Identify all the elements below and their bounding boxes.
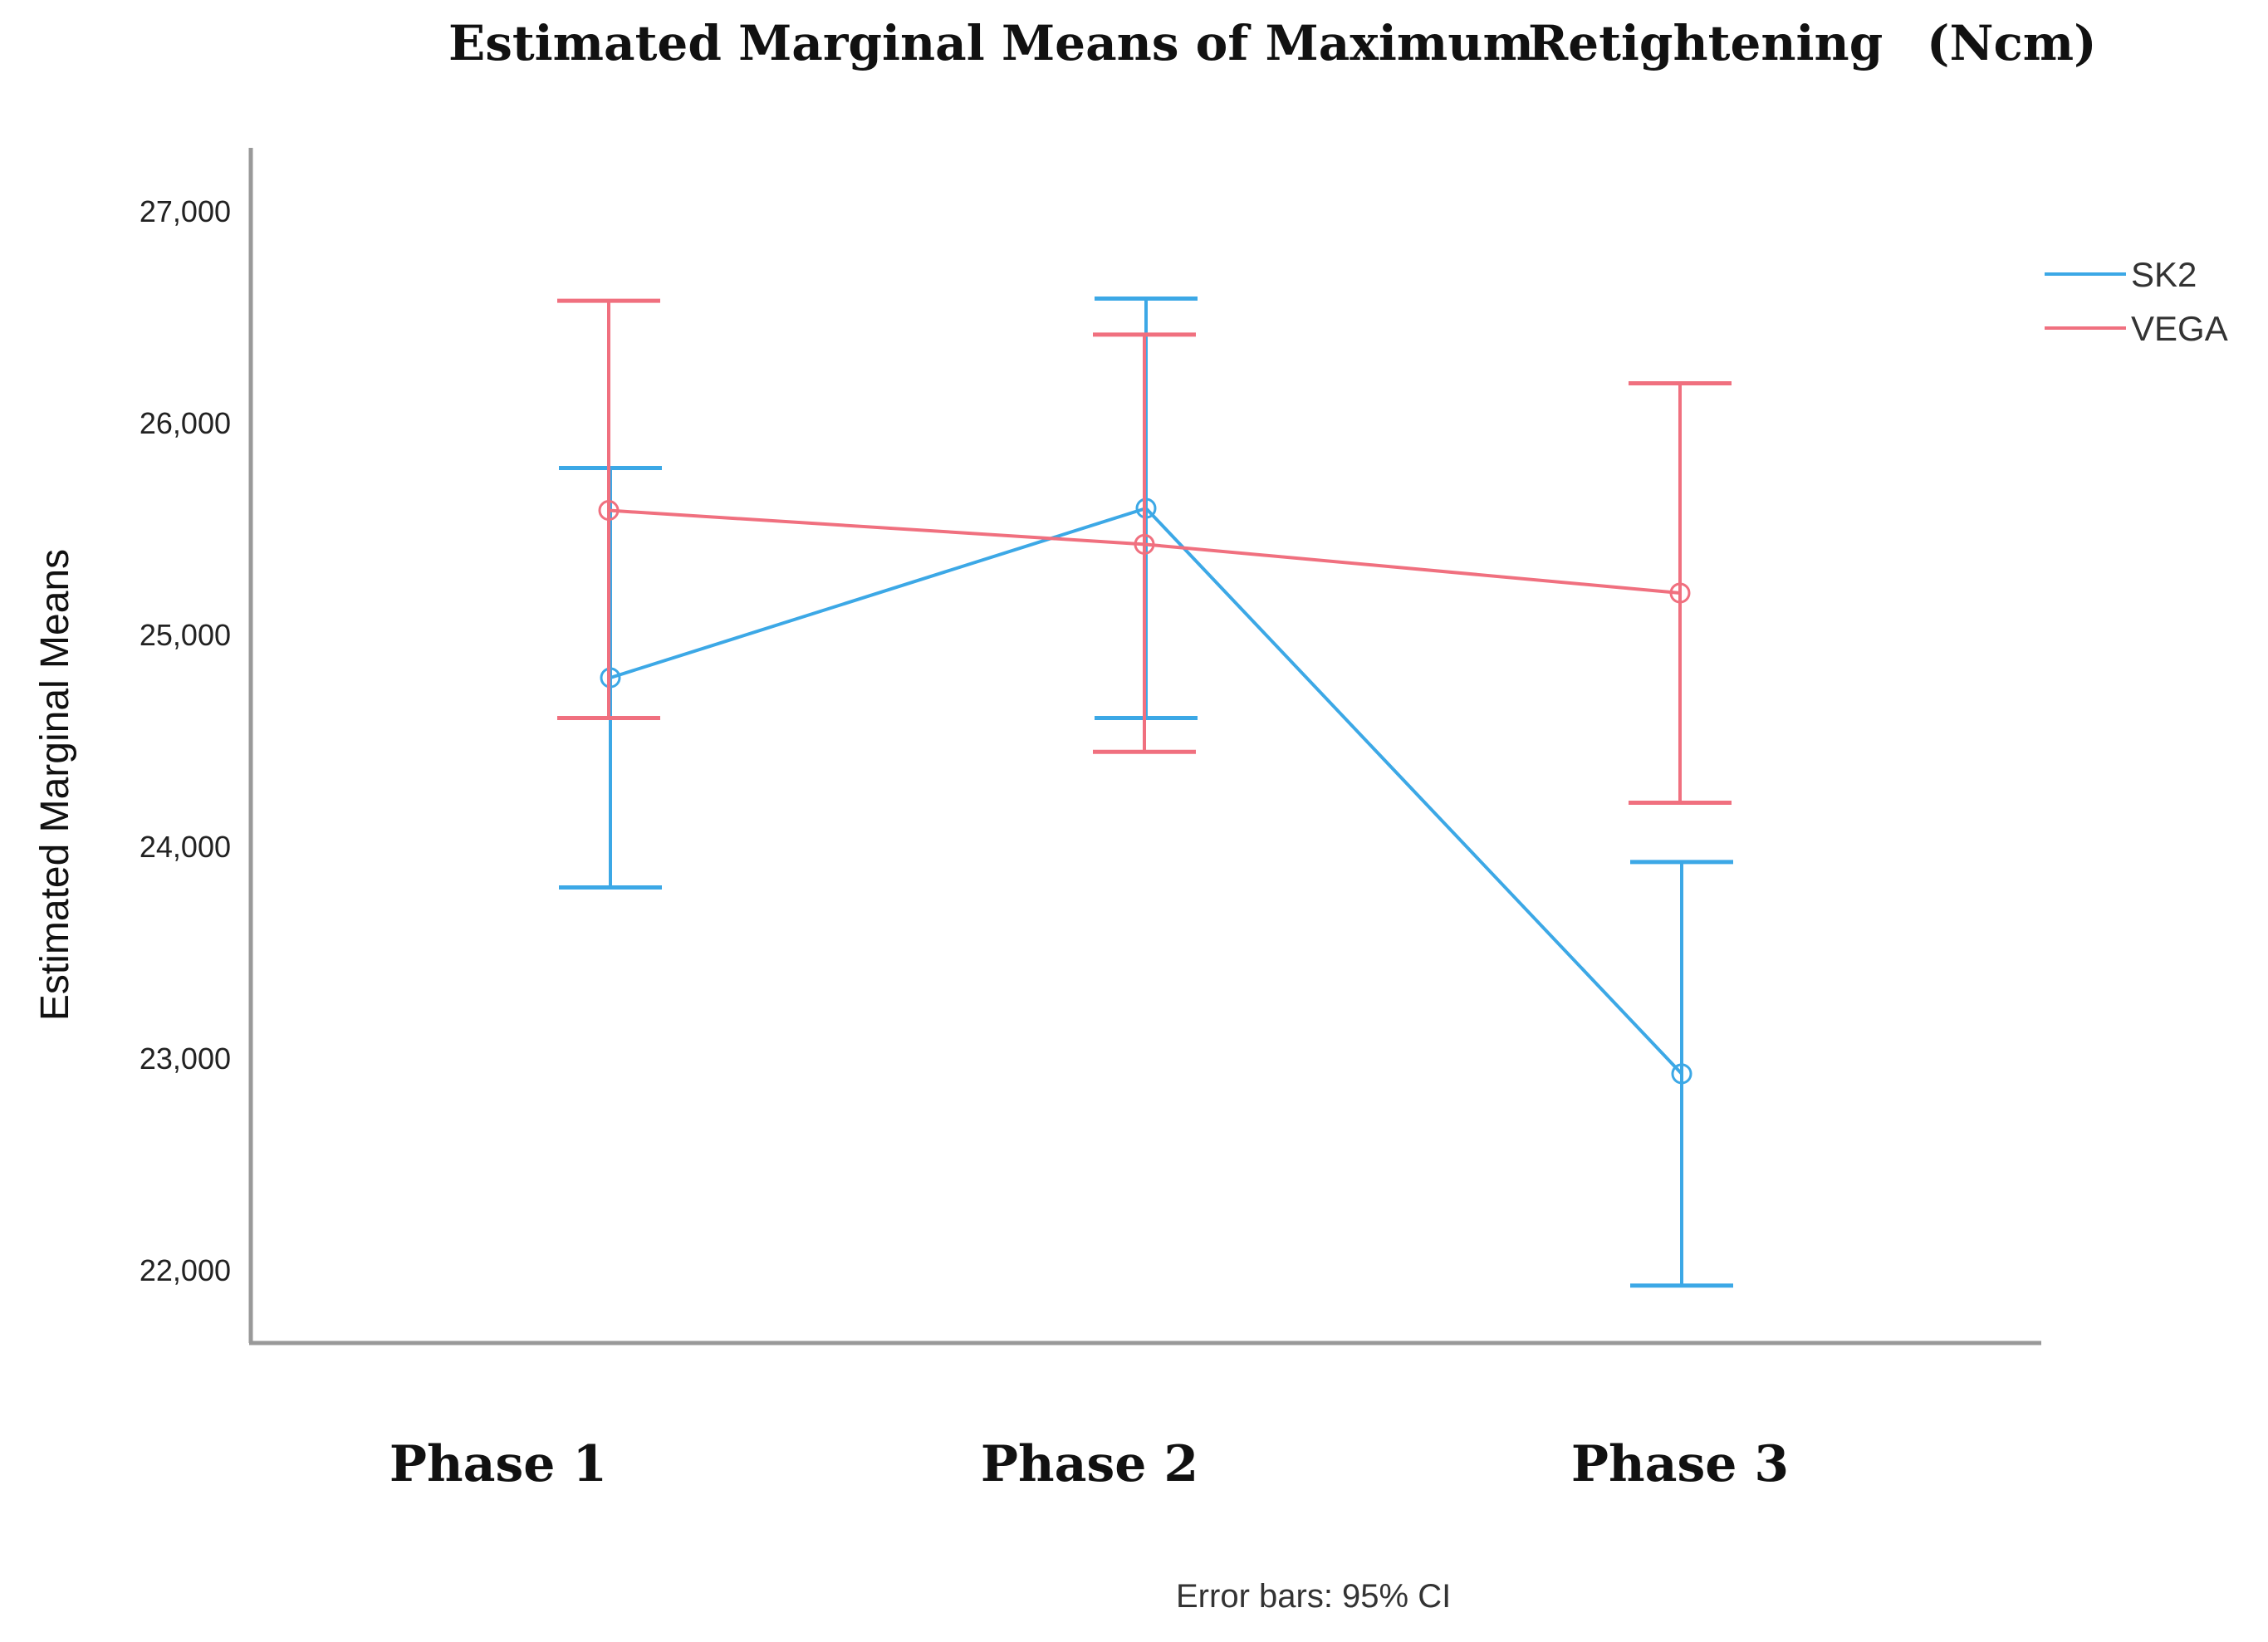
series-vega: [557, 298, 1732, 805]
y-axis-label: Estimated Marginal Means: [33, 549, 77, 1021]
data-point: [1134, 533, 1155, 555]
y-tick-label: 27,000: [140, 194, 231, 228]
series-line: [608, 508, 1681, 595]
legend-label-sk2: SK2: [2131, 255, 2197, 294]
y-tick-label: 23,000: [140, 1042, 231, 1076]
y-ticks: 22,000 23,000 24,000 25,000 26,000 27,000: [140, 194, 231, 1287]
y-tick-label: 24,000: [140, 830, 231, 864]
data-point: [598, 500, 620, 522]
y-tick-label: 26,000: [140, 406, 231, 440]
x-category-label: Phase 2: [981, 1435, 1198, 1493]
x-category-label: Phase 1: [389, 1435, 607, 1493]
legend-label-vega: VEGA: [2131, 309, 2228, 348]
data-point: [1669, 582, 1691, 604]
error-bars-note: Error bars: 95% CI: [1176, 1578, 1451, 1615]
series-layer: [557, 297, 1733, 1288]
legend: SK2 VEGA: [2045, 255, 2228, 348]
x-categories: Phase 1 Phase 2 Phase 3: [389, 1435, 1789, 1493]
chart-title-part-2: Retightening: [1528, 15, 1883, 71]
y-tick-label: 22,000: [140, 1253, 231, 1287]
y-tick-label: 25,000: [140, 618, 231, 652]
x-category-label: Phase 3: [1571, 1435, 1789, 1493]
chart-title-part-3: (Ncm): [1927, 15, 2097, 71]
data-point: [1671, 1063, 1692, 1085]
chart-title-part-1: Estimated Marginal Means of Maximum: [448, 15, 1534, 71]
